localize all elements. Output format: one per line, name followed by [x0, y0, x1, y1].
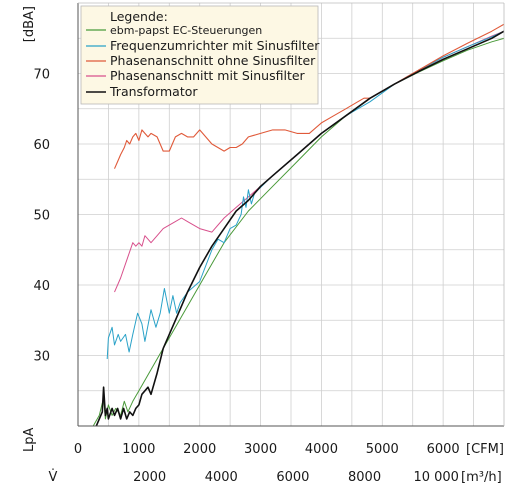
x-tick-label: 5000 [366, 442, 399, 457]
x2-tick-label: 4000 [205, 470, 238, 485]
x-tick-label: 4000 [305, 442, 338, 457]
y-tick-label: 60 [33, 138, 50, 153]
x-tick-label: 0 [74, 442, 82, 457]
y-axis-label: LpA [22, 428, 37, 452]
y-axis-unit-label: [dBA] [22, 6, 37, 42]
series-layer [92, 23, 504, 426]
y-tick-label: 50 [33, 209, 50, 224]
legend-label: Transformator [109, 84, 198, 99]
series-line-4 [95, 30, 504, 426]
legend-label: ebm-papst EC-Steuerungen [110, 24, 262, 37]
x-axis-unit-m3h: [m³/h] [461, 470, 502, 485]
x2-tick-label: 8000 [348, 470, 381, 485]
legend-title: Legende: [110, 9, 168, 24]
x-tick-label: 6000 [427, 442, 460, 457]
x-axis-unit-cfm: [CFM] [466, 442, 504, 457]
legend-label: Phasenanschnitt mit Sinusfilter [110, 68, 306, 83]
axes [77, 2, 505, 427]
legend-label: Phasenanschnitt ohne Sinusfilter [110, 53, 316, 68]
x2-tick-label: 2000 [133, 470, 166, 485]
x-tick-label: 3000 [244, 442, 277, 457]
x-axis-volume-flow-symbol: V̇ [49, 470, 58, 485]
y-tick-label: 40 [33, 279, 50, 294]
legend-box [80, 5, 319, 105]
x2-tick-label: 6000 [276, 470, 309, 485]
x2-tick-label: 10 000 [413, 470, 459, 485]
y-tick-label: 70 [33, 68, 50, 83]
tick-labels: 30 40 50 60 70 0 1000 2000 3000 4000 5000 6000 2000 4… [33, 68, 459, 486]
x-tick-label: 1000 [122, 442, 155, 457]
legend: Legende: ebm-papst EC-SteuerungenFrequen… [80, 5, 320, 105]
legend-label: Frequenzumrichter mit Sinusfilter [110, 38, 320, 53]
x-tick-label: 2000 [183, 442, 216, 457]
y-tick-label: 30 [33, 350, 50, 365]
